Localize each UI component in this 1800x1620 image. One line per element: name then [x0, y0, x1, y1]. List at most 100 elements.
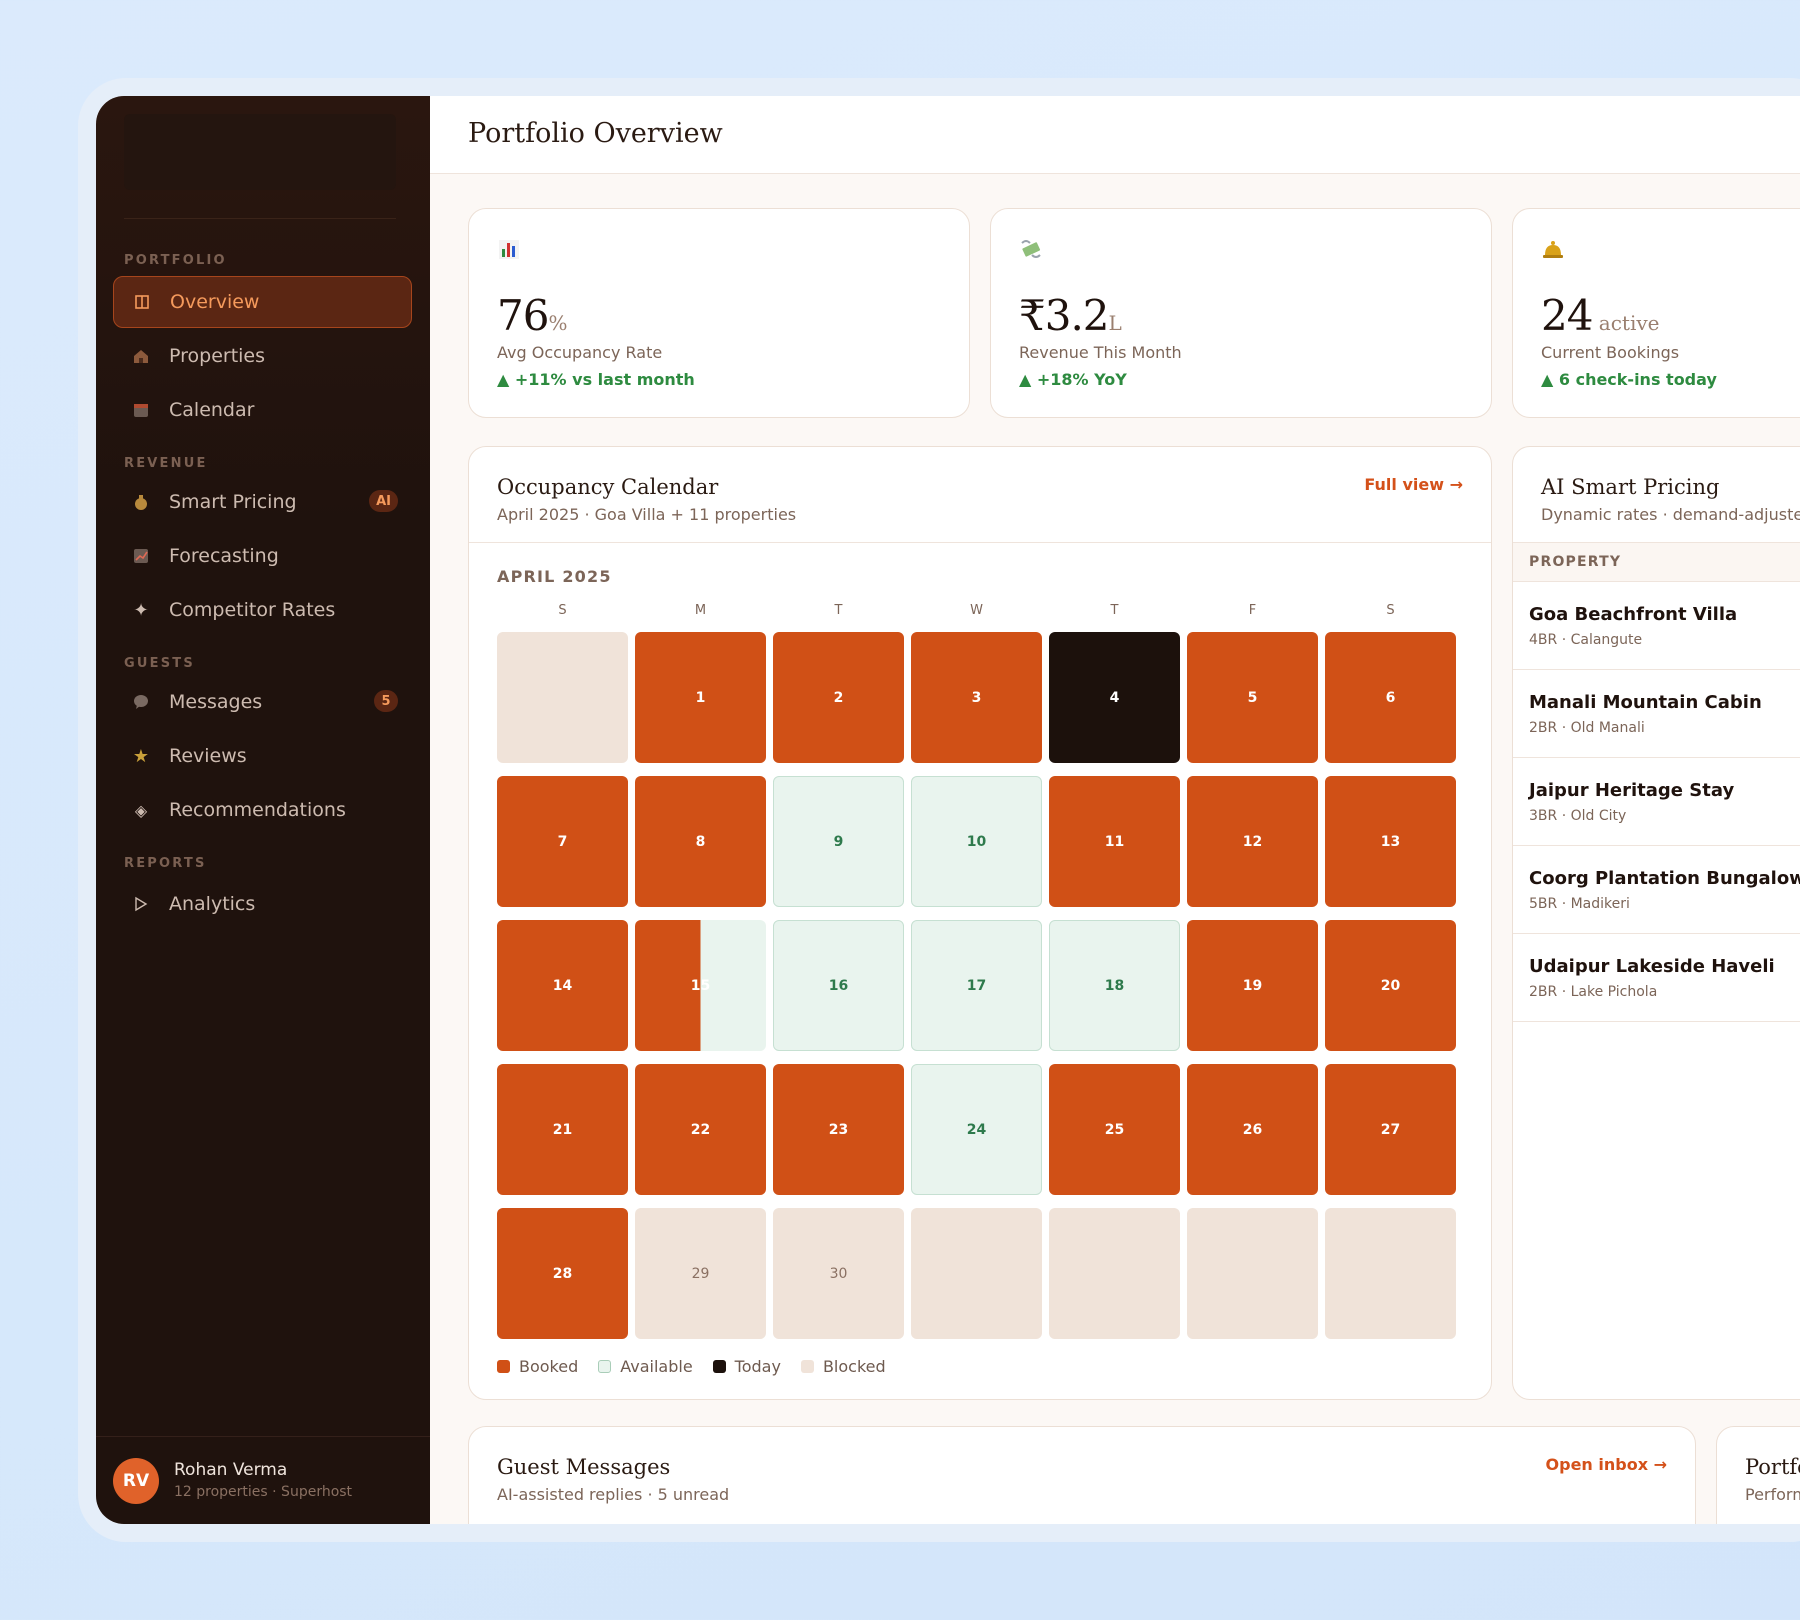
- kpi-unit: L: [1108, 311, 1122, 335]
- full-view-link[interactable]: Full view →: [1364, 475, 1463, 494]
- card-subtitle: AI-assisted replies · 5 unread: [497, 1485, 730, 1504]
- calendar-day-booked[interactable]: 13: [1325, 776, 1456, 907]
- kpi-card-bookings: 24 active Current Bookings ▲ 6 check-ins…: [1512, 208, 1800, 418]
- sidebar-item-calendar[interactable]: Calendar: [113, 384, 412, 436]
- money-bag-icon: [131, 492, 151, 512]
- sidebar-item-label: Smart Pricing: [169, 491, 297, 513]
- weekday-label: W: [970, 603, 983, 618]
- property-row[interactable]: Coorg Plantation Bungalow 5BR · Madikeri: [1513, 846, 1800, 934]
- card-divider: [469, 542, 1491, 543]
- section-label-revenue: REVENUE: [124, 456, 208, 471]
- bell-icon: [1541, 237, 1565, 261]
- app-window: PORTFOLIO Overview Properties Calendar R…: [96, 96, 1800, 1524]
- sidebar-item-messages[interactable]: Messages 5: [113, 676, 412, 728]
- calendar-icon: [131, 400, 151, 420]
- sidebar-item-properties[interactable]: Properties: [113, 330, 412, 382]
- calendar-day-available[interactable]: 16: [773, 920, 904, 1051]
- legend-swatch: [800, 1360, 814, 1373]
- property-details: 2BR · Old Manali: [1529, 720, 1645, 736]
- topbar: Portfolio Overview: [430, 96, 1800, 174]
- ai-badge: AI: [369, 490, 398, 512]
- calendar-day-booked[interactable]: 27: [1325, 1064, 1456, 1195]
- calendar-day-available[interactable]: 17: [911, 920, 1042, 1051]
- calendar-day-booked[interactable]: 25: [1049, 1064, 1180, 1195]
- calendar-day-booked[interactable]: 2: [773, 632, 904, 763]
- calendar-day-booked[interactable]: 5: [1187, 632, 1318, 763]
- calendar-day-booked[interactable]: 3: [911, 632, 1042, 763]
- calendar-legend: Booked Available Today Blocked: [497, 1357, 906, 1376]
- kpi-card-occupancy: 76% Avg Occupancy Rate ▲ +11% vs last mo…: [468, 208, 970, 418]
- card-title: Occupancy Calendar: [497, 475, 719, 499]
- avatar[interactable]: RV: [113, 1458, 159, 1504]
- sidebar-item-analytics[interactable]: Analytics: [113, 878, 412, 930]
- calendar-day-split[interactable]: 15: [635, 920, 766, 1051]
- calendar-day-booked[interactable]: 12: [1187, 776, 1318, 907]
- calendar-day-booked[interactable]: 20: [1325, 920, 1456, 1051]
- calendar-day-booked[interactable]: 28: [497, 1208, 628, 1339]
- portfolio-performance-card: Portfo Perform: [1716, 1426, 1800, 1524]
- property-details: 5BR · Madikeri: [1529, 896, 1630, 912]
- property-name: Coorg Plantation Bungalow: [1529, 868, 1800, 889]
- speech-bubble-icon: [131, 692, 151, 712]
- sidebar-item-label: Recommendations: [169, 799, 346, 821]
- calendar-day-blocked[interactable]: 29: [635, 1208, 766, 1339]
- calendar-day-booked[interactable]: 23: [773, 1064, 904, 1195]
- sidebar-item-reviews[interactable]: ★ Reviews: [113, 730, 412, 782]
- open-inbox-link[interactable]: Open inbox →: [1545, 1455, 1667, 1474]
- calendar-day-booked[interactable]: 7: [497, 776, 628, 907]
- calendar-day-booked[interactable]: 26: [1187, 1064, 1318, 1195]
- sidebar-item-forecasting[interactable]: Forecasting: [113, 530, 412, 582]
- weekday-label: S: [558, 603, 567, 618]
- calendar-day-today[interactable]: 4: [1049, 632, 1180, 763]
- sidebar-item-smart-pricing[interactable]: Smart Pricing AI: [113, 476, 412, 528]
- sidebar-item-overview[interactable]: Overview: [113, 276, 412, 328]
- calendar-day-booked[interactable]: 11: [1049, 776, 1180, 907]
- calendar-day-booked[interactable]: 6: [1325, 632, 1456, 763]
- weekday-label: T: [1110, 603, 1119, 618]
- calendar-day-blocked[interactable]: 30: [773, 1208, 904, 1339]
- calendar-day-booked[interactable]: 19: [1187, 920, 1318, 1051]
- sidebar-item-recommendations[interactable]: ◈ Recommendations: [113, 784, 412, 836]
- weekday-label: S: [1386, 603, 1395, 618]
- calendar-day-available[interactable]: 18: [1049, 920, 1180, 1051]
- property-name: Goa Beachfront Villa: [1529, 604, 1738, 625]
- property-row[interactable]: Manali Mountain Cabin 2BR · Old Manali: [1513, 670, 1800, 758]
- property-row[interactable]: Udaipur Lakeside Haveli 2BR · Lake Pichol…: [1513, 934, 1800, 1022]
- calendar-day-booked[interactable]: 8: [635, 776, 766, 907]
- calendar-day-available[interactable]: 24: [911, 1064, 1042, 1195]
- legend-item: Booked: [497, 1357, 578, 1376]
- sidebar-divider: [124, 218, 396, 219]
- calendar-day-booked[interactable]: 21: [497, 1064, 628, 1195]
- property-details: 2BR · Lake Pichola: [1529, 984, 1658, 1000]
- legend-label: Today: [734, 1357, 781, 1376]
- calendar-day-booked[interactable]: 22: [635, 1064, 766, 1195]
- kpi-card-revenue: ₹3.2L Revenue This Month ▲ +18% YoY: [990, 208, 1492, 418]
- property-row[interactable]: Goa Beachfront Villa 4BR · Calangute: [1513, 582, 1800, 670]
- user-divider: [96, 1436, 430, 1437]
- star-icon: ★: [132, 745, 150, 767]
- kpi-value: 24 active: [1541, 291, 1660, 340]
- kpi-unit: active: [1592, 311, 1660, 335]
- legend-label: Blocked: [822, 1357, 886, 1376]
- calendar-day-blocked: [1187, 1208, 1318, 1339]
- table-header: PROPERTY: [1513, 542, 1800, 582]
- property-name: Manali Mountain Cabin: [1529, 692, 1762, 713]
- main-content: Portfolio Overview 76% Avg Occupancy Rat…: [430, 96, 1800, 1524]
- property-row[interactable]: Jaipur Heritage Stay 3BR · Old City: [1513, 758, 1800, 846]
- calendar-day-booked[interactable]: 1: [635, 632, 766, 763]
- card-title: AI Smart Pricing: [1541, 475, 1720, 499]
- property-details: 3BR · Old City: [1529, 808, 1627, 824]
- kpi-value: ₹3.2L: [1019, 291, 1122, 340]
- calendar-day-available[interactable]: 10: [911, 776, 1042, 907]
- weekday-label: T: [834, 603, 843, 618]
- calendar-day-booked[interactable]: 14: [497, 920, 628, 1051]
- unread-count-badge: 5: [374, 690, 398, 712]
- sidebar-item-competitor-rates[interactable]: ✦ Competitor Rates: [113, 584, 412, 636]
- legend-item: Today: [712, 1357, 781, 1376]
- kpi-delta: ▲ +11% vs last month: [497, 370, 695, 389]
- calendar-day-available[interactable]: 9: [773, 776, 904, 907]
- section-label-reports: REPORTS: [124, 856, 207, 871]
- legend-label: Available: [620, 1357, 693, 1376]
- user-name: Rohan Verma: [174, 1460, 288, 1480]
- section-label-portfolio: PORTFOLIO: [124, 253, 227, 268]
